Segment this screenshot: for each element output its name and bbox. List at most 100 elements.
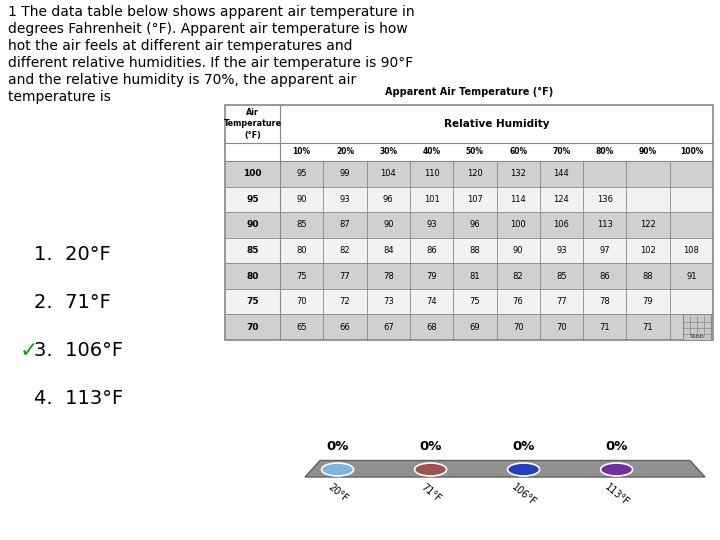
Text: 20%: 20% xyxy=(336,147,354,157)
Text: 110: 110 xyxy=(423,169,439,178)
Text: 100: 100 xyxy=(243,169,262,178)
Text: degrees Fahrenheit (°F). Apparent air temperature is how: degrees Fahrenheit (°F). Apparent air te… xyxy=(8,22,408,36)
Text: 90: 90 xyxy=(383,220,394,230)
Text: 87: 87 xyxy=(340,220,351,230)
Text: 99: 99 xyxy=(340,169,350,178)
Text: 50%: 50% xyxy=(466,147,484,157)
Text: 10%: 10% xyxy=(292,147,311,157)
Text: 70%: 70% xyxy=(552,147,570,157)
Text: 2.  71°F: 2. 71°F xyxy=(34,294,111,313)
Text: 80: 80 xyxy=(246,272,258,281)
Text: 90: 90 xyxy=(246,220,258,230)
Text: 93: 93 xyxy=(556,246,567,255)
Text: 88: 88 xyxy=(643,272,654,281)
Text: 82: 82 xyxy=(340,246,350,255)
Text: 20°F: 20°F xyxy=(325,482,349,504)
Text: 80%: 80% xyxy=(595,147,614,157)
Text: 81: 81 xyxy=(469,272,480,281)
Text: 82: 82 xyxy=(513,272,523,281)
Text: 76: 76 xyxy=(513,297,523,306)
Text: 65: 65 xyxy=(297,323,307,332)
Text: 101: 101 xyxy=(423,195,439,204)
Bar xyxy=(683,314,711,340)
Text: 3.  106°F: 3. 106°F xyxy=(34,341,123,361)
Text: 85: 85 xyxy=(297,220,307,230)
Bar xyxy=(225,212,713,238)
Text: 136: 136 xyxy=(597,195,613,204)
Text: 0%: 0% xyxy=(606,441,628,454)
Text: 120: 120 xyxy=(467,169,482,178)
Text: 113°F: 113°F xyxy=(603,482,631,508)
Text: 96: 96 xyxy=(383,195,394,204)
Text: 100%: 100% xyxy=(680,147,703,157)
Text: and the relative humidity is 70%, the apparent air: and the relative humidity is 70%, the ap… xyxy=(8,73,356,87)
Bar xyxy=(225,238,713,264)
Text: 106°F: 106°F xyxy=(509,482,538,508)
Text: different relative humidities. If the air temperature is 90°F: different relative humidities. If the ai… xyxy=(8,56,413,70)
Text: 71: 71 xyxy=(643,323,653,332)
Text: ✓: ✓ xyxy=(20,341,39,361)
Text: 132: 132 xyxy=(510,169,526,178)
Text: 113: 113 xyxy=(597,220,613,230)
Polygon shape xyxy=(305,461,705,477)
Text: 90: 90 xyxy=(513,246,523,255)
Text: Apparent Air Temperature (°F): Apparent Air Temperature (°F) xyxy=(385,87,553,97)
Text: 78: 78 xyxy=(383,272,394,281)
Text: 144: 144 xyxy=(554,169,570,178)
Text: Tabb: Tabb xyxy=(690,334,704,339)
Text: 1.  20°F: 1. 20°F xyxy=(34,246,111,265)
Text: 60%: 60% xyxy=(509,147,527,157)
Text: 100: 100 xyxy=(510,220,526,230)
Text: 4.  113°F: 4. 113°F xyxy=(34,389,123,408)
Text: 93: 93 xyxy=(340,195,350,204)
Text: 30%: 30% xyxy=(379,147,397,157)
Bar xyxy=(225,289,713,314)
Text: 78: 78 xyxy=(599,297,610,306)
Bar xyxy=(225,143,713,161)
Ellipse shape xyxy=(322,463,354,476)
Bar xyxy=(225,105,713,340)
Text: 124: 124 xyxy=(554,195,570,204)
Text: 71: 71 xyxy=(600,323,610,332)
Text: 107: 107 xyxy=(467,195,483,204)
Text: 91: 91 xyxy=(686,272,697,281)
Text: 85: 85 xyxy=(246,246,258,255)
Text: 88: 88 xyxy=(469,246,480,255)
Text: 67: 67 xyxy=(383,323,394,332)
Text: 122: 122 xyxy=(640,220,656,230)
Text: 75: 75 xyxy=(469,297,480,306)
Ellipse shape xyxy=(508,463,539,476)
Text: 79: 79 xyxy=(426,272,437,281)
Text: 0%: 0% xyxy=(326,441,348,454)
Bar xyxy=(225,105,713,143)
Text: 86: 86 xyxy=(426,246,437,255)
Text: 102: 102 xyxy=(640,246,656,255)
Text: 1 The data table below shows apparent air temperature in: 1 The data table below shows apparent ai… xyxy=(8,5,415,19)
Text: 84: 84 xyxy=(383,246,394,255)
Text: 90%: 90% xyxy=(639,147,657,157)
Text: 96: 96 xyxy=(469,220,480,230)
Text: 68: 68 xyxy=(426,323,437,332)
Text: 73: 73 xyxy=(383,297,394,306)
Text: 90: 90 xyxy=(297,195,307,204)
Text: 108: 108 xyxy=(683,246,699,255)
Text: 86: 86 xyxy=(599,272,610,281)
Text: 77: 77 xyxy=(340,272,351,281)
Text: 71°F: 71°F xyxy=(418,482,443,504)
Text: 93: 93 xyxy=(426,220,437,230)
Text: 0%: 0% xyxy=(419,441,442,454)
Text: 95: 95 xyxy=(297,169,307,178)
Text: 70: 70 xyxy=(246,323,258,332)
Text: 66: 66 xyxy=(340,323,351,332)
Text: temperature is: temperature is xyxy=(8,90,111,104)
Text: 40%: 40% xyxy=(423,147,441,157)
Text: 70: 70 xyxy=(297,297,307,306)
Text: 0%: 0% xyxy=(513,441,535,454)
Bar xyxy=(225,161,713,187)
Text: 75: 75 xyxy=(297,272,307,281)
Text: Air
Temperature
(°F): Air Temperature (°F) xyxy=(223,109,282,140)
Text: 114: 114 xyxy=(510,195,526,204)
Ellipse shape xyxy=(600,463,633,476)
Text: 95: 95 xyxy=(246,195,258,204)
Text: 85: 85 xyxy=(556,272,567,281)
